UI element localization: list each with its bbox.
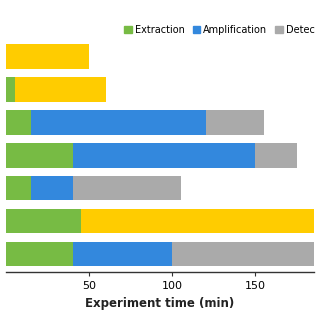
Bar [6,176,31,200]
Legend: Extraction, Amplification, Detec: Extraction, Amplification, Detec [124,25,315,35]
Bar [81,209,320,233]
Bar [73,143,255,168]
Bar [31,176,73,200]
Bar [6,110,31,135]
Bar [6,44,89,69]
Bar [73,176,181,200]
Bar [206,110,264,135]
Bar [6,143,73,168]
Bar [255,143,297,168]
Bar [6,242,73,266]
Bar [172,242,314,266]
Bar [6,77,15,102]
Bar [73,242,172,266]
X-axis label: Experiment time (min): Experiment time (min) [85,297,235,309]
Bar [15,77,106,102]
Bar [6,209,81,233]
Bar [31,110,206,135]
